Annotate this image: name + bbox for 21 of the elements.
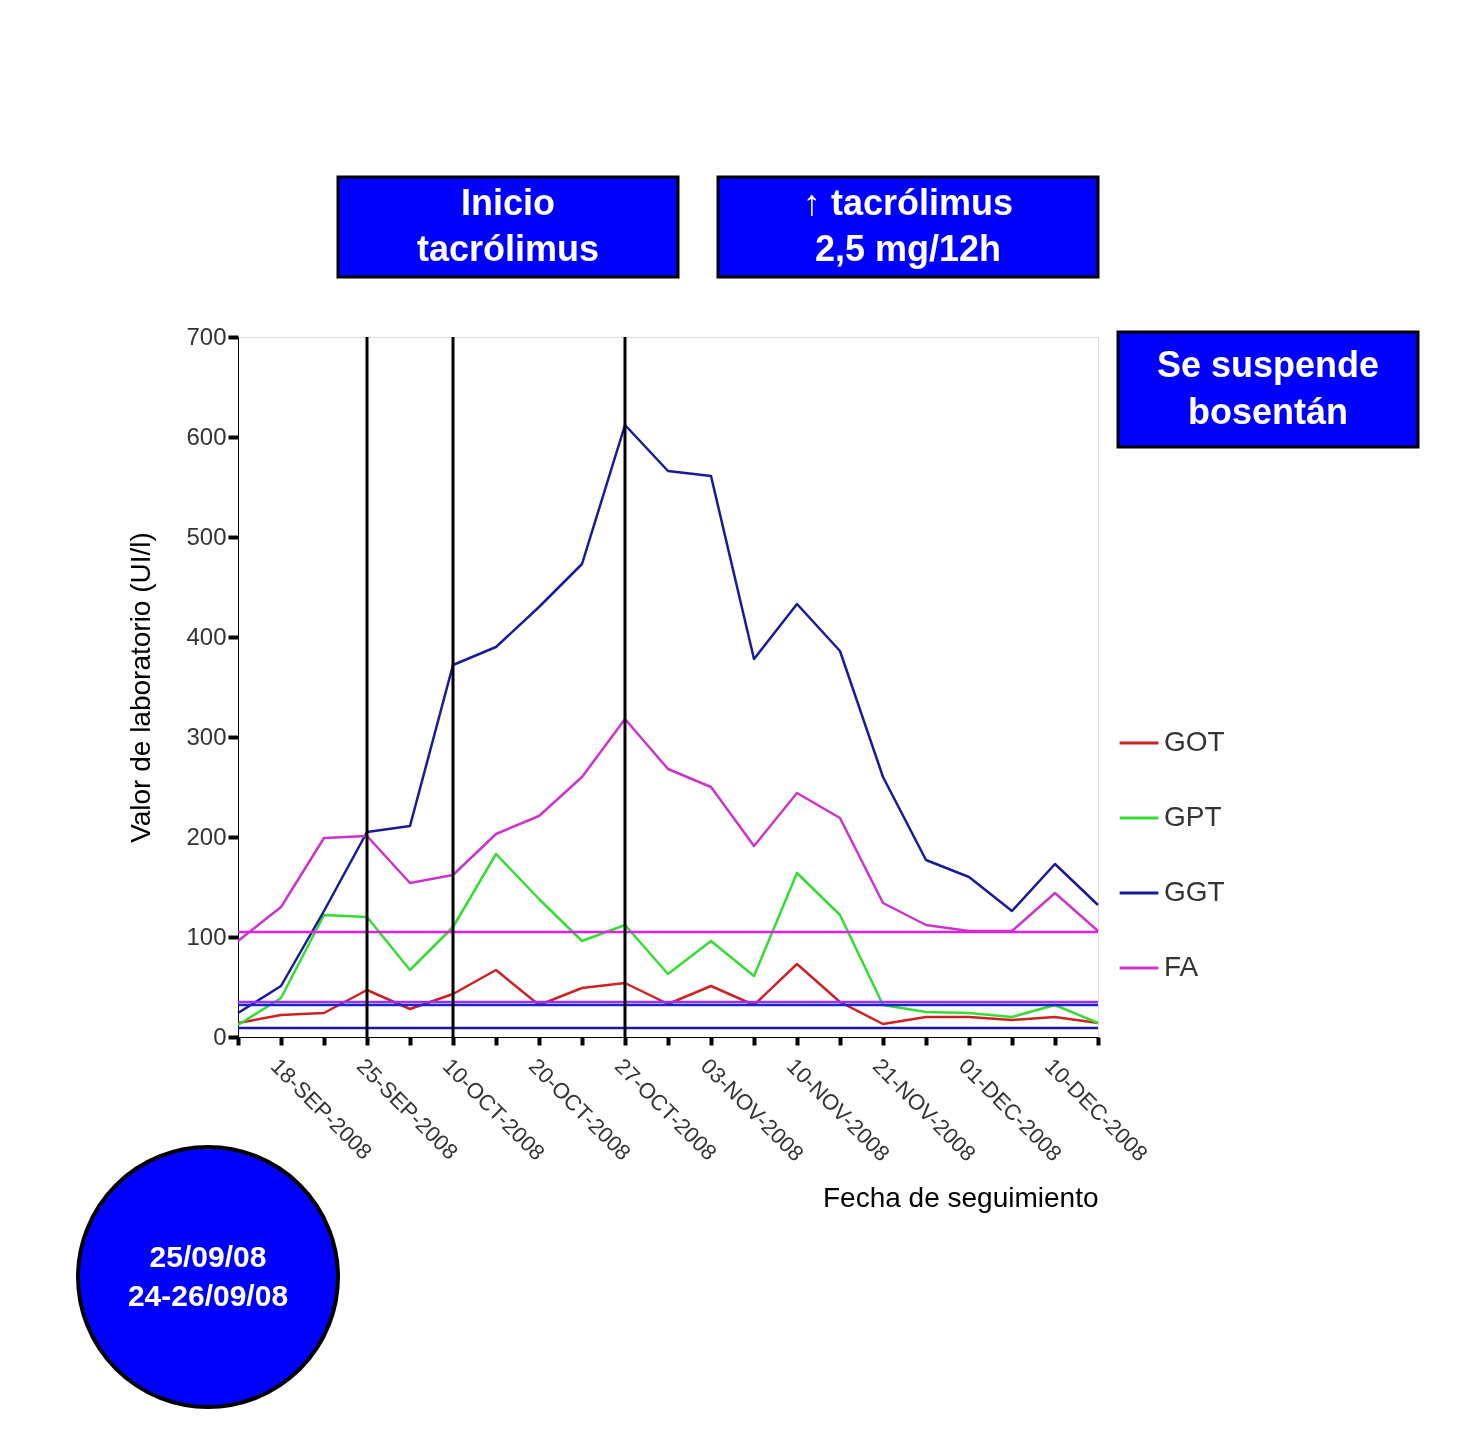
y-tick-label: 600 xyxy=(186,422,227,450)
line-series xyxy=(236,423,1100,1015)
legend-label: GPT xyxy=(1164,801,1222,832)
y-axis-title: Valor de laboratorio (UI/l) xyxy=(125,532,157,843)
legend-label: FA xyxy=(1164,951,1199,982)
text: Inicio tacrólimus xyxy=(416,181,600,270)
y-tick-label: 100 xyxy=(186,922,227,950)
line-series xyxy=(236,717,1100,943)
line-series xyxy=(236,852,1100,1027)
legend-label: GGT xyxy=(1164,876,1225,907)
legend-label: GOT xyxy=(1164,726,1225,757)
text: ↑ tacrólimus 2,5 mg/12h xyxy=(802,181,1014,270)
y-tick-label: 0 xyxy=(213,1022,227,1050)
text: Se suspende bosentán xyxy=(1156,344,1380,432)
x-axis-title: Fecha de seguimiento xyxy=(822,1182,1099,1214)
y-tick-label: 700 xyxy=(186,322,227,350)
y-tick-label: 200 xyxy=(186,822,227,850)
text: 25/09/08 24-26/09/08 xyxy=(127,1239,289,1312)
y-tick-label: 400 xyxy=(186,622,227,650)
y-tick-label: 300 xyxy=(186,722,227,750)
y-tick-label: 500 xyxy=(186,522,227,550)
